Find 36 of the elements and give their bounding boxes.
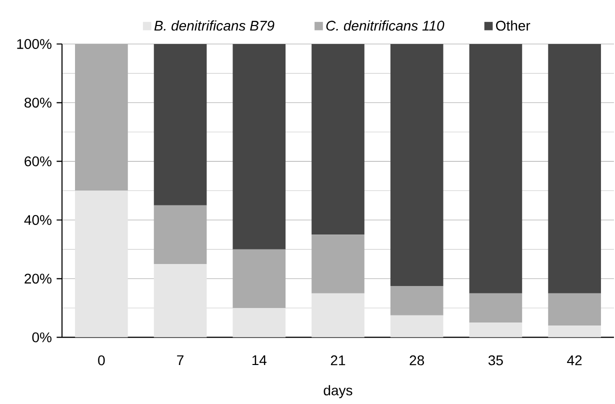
bar: [232, 249, 286, 308]
bar: [469, 322, 522, 338]
x-tick-label: 0: [98, 355, 105, 366]
y-tick-label: 80%: [24, 98, 52, 108]
y-tick-label: 100%: [17, 39, 52, 49]
x-tick-label: 42: [567, 355, 582, 366]
x-tick-label: 21: [330, 355, 346, 366]
x-tick-label: 14: [252, 355, 266, 365]
legend-label: B. denitrificans B79: [154, 20, 274, 31]
legend-label: Other: [496, 20, 530, 31]
x-tick-label: 28: [410, 355, 424, 366]
bar: [154, 205, 207, 264]
bar: [469, 44, 522, 294]
bar: [548, 326, 601, 338]
x-axis-title: days: [324, 385, 352, 398]
y-tick-label: 40%: [24, 215, 52, 225]
y-tick-label: 60%: [24, 156, 52, 166]
bar: [469, 293, 522, 323]
bar: [548, 44, 601, 294]
legend-label: C. denitrificans 110: [326, 20, 444, 31]
x-tick-label: 7: [177, 355, 184, 365]
bar: [312, 234, 364, 294]
bar: [154, 44, 207, 206]
y-tick-label: 20%: [24, 274, 52, 284]
bar: [390, 315, 444, 338]
x-tick-label: 35: [488, 355, 503, 366]
bar: [390, 44, 444, 286]
bar: [232, 308, 286, 338]
bar: [312, 293, 364, 338]
bar: [548, 293, 601, 326]
bar: [312, 44, 364, 235]
bar: [154, 264, 207, 338]
bar: [390, 286, 444, 316]
bar: [75, 190, 128, 338]
bar: [232, 44, 286, 250]
y-tick-label: 0%: [32, 332, 52, 342]
